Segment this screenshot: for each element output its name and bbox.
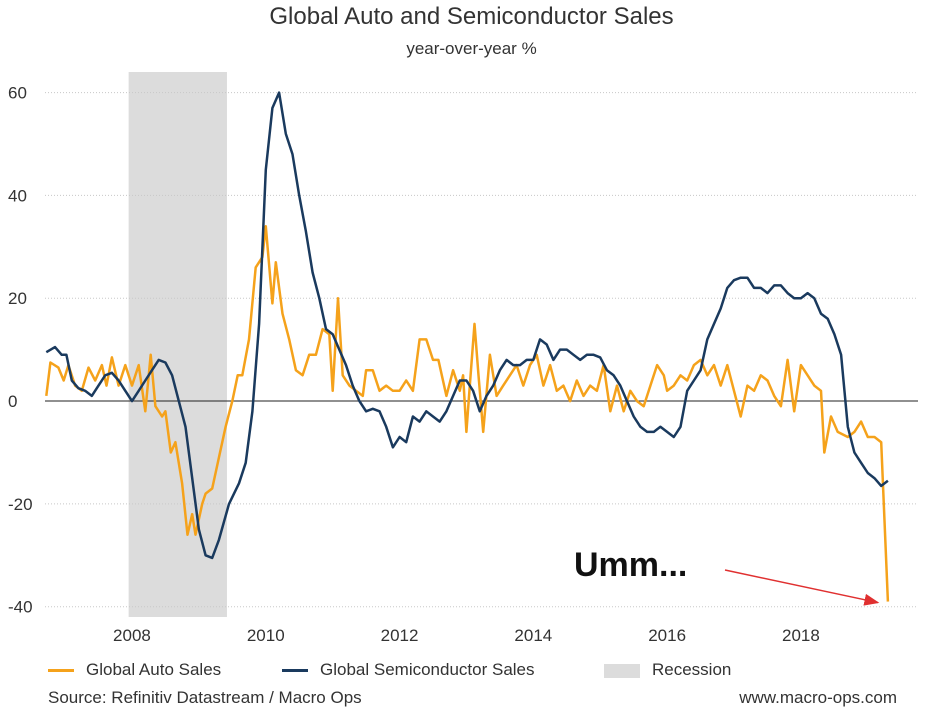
y-tick-label: 0	[8, 392, 17, 411]
y-tick-label: 40	[8, 186, 27, 205]
y-tick-label: 20	[8, 289, 27, 308]
semiconductor-sales-line	[45, 91, 889, 560]
recession-band	[128, 72, 227, 617]
legend-swatch-semiconductor	[282, 669, 308, 673]
x-tick-label: 2008	[113, 626, 151, 645]
legend-item-auto: Global Auto Sales	[48, 660, 221, 680]
chart-subtitle: year-over-year %	[406, 39, 537, 58]
y-tick-label: -20	[8, 495, 33, 514]
legend-label-auto: Global Auto Sales	[86, 660, 222, 679]
annotation-arrow	[724, 569, 880, 606]
x-tick-label: 2018	[782, 626, 820, 645]
x-tick-label: 2012	[381, 626, 419, 645]
legend-swatch-auto	[48, 669, 74, 673]
y-tick-label: 60	[8, 84, 27, 103]
legend-swatch-recession	[604, 663, 640, 678]
x-tick-label: 2010	[247, 626, 285, 645]
x-tick-label: 2016	[648, 626, 686, 645]
legend-label-recession: Recession	[652, 660, 732, 679]
legend-label-semiconductor: Global Semiconductor Sales	[320, 660, 535, 679]
annotation-text: Umm...	[574, 546, 687, 584]
source-note: Source: Refinitiv Datastream / Macro Ops	[48, 688, 362, 707]
x-tick-label: 2014	[514, 626, 552, 645]
website-note: www.macro-ops.com	[739, 688, 897, 707]
chart-title: Global Auto and Semiconductor Sales	[269, 3, 674, 30]
auto-sales-line	[45, 224, 890, 602]
legend-item-semiconductor: Global Semiconductor Sales	[282, 660, 535, 680]
legend-item-recession: Recession	[604, 660, 731, 680]
y-tick-label: -40	[8, 598, 33, 617]
